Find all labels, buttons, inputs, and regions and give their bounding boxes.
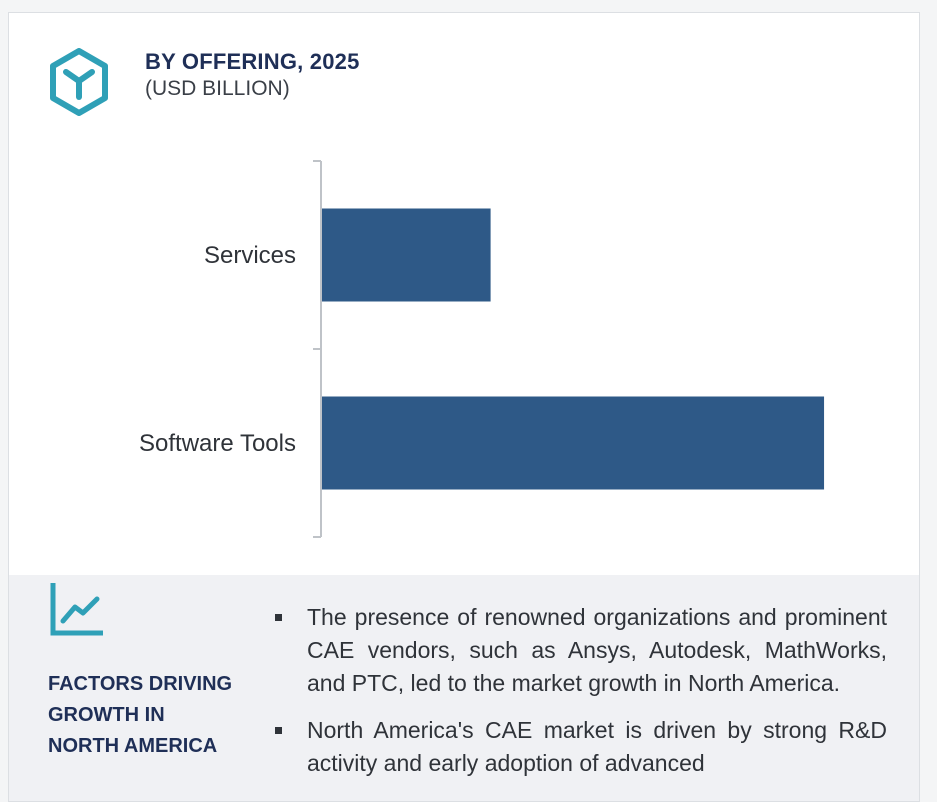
chart-card: BY OFFERING, 2025 (USD BILLION) Services…: [8, 12, 920, 802]
category-label: Services: [204, 242, 296, 269]
bullet-marker: [275, 614, 282, 621]
chart-subtitle: (USD BILLION): [145, 77, 290, 100]
factors-panel: FACTORS DRIVING GROWTH IN NORTH AMERICA …: [9, 575, 919, 801]
factors-title: FACTORS DRIVING GROWTH IN NORTH AMERICA: [48, 669, 258, 762]
bar-services: [322, 208, 491, 302]
category-label: Software Tools: [139, 430, 296, 457]
factors-title-line: FACTORS DRIVING: [48, 673, 233, 695]
factors-title-line: NORTH AMERICA: [48, 735, 218, 757]
factors-title-line: GROWTH IN: [48, 704, 165, 726]
bar-chart: Services Software Tools: [139, 160, 825, 538]
factors-bullet: North America's CAE market is driven by …: [271, 714, 887, 780]
cube-icon: [50, 48, 108, 116]
factors-bullet: The presence of renowned organizations a…: [271, 601, 887, 700]
chart-title: BY OFFERING, 2025: [145, 49, 360, 74]
bar-software-tools: [322, 396, 825, 490]
factors-bullet-text: The presence of renowned organizations a…: [307, 604, 887, 696]
trend-chart-icon: [50, 583, 103, 636]
factors-bullet-text: North America's CAE market is driven by …: [307, 717, 887, 776]
factors-bullet-list: The presence of renowned organizations a…: [271, 601, 887, 794]
bullet-marker: [275, 727, 282, 734]
